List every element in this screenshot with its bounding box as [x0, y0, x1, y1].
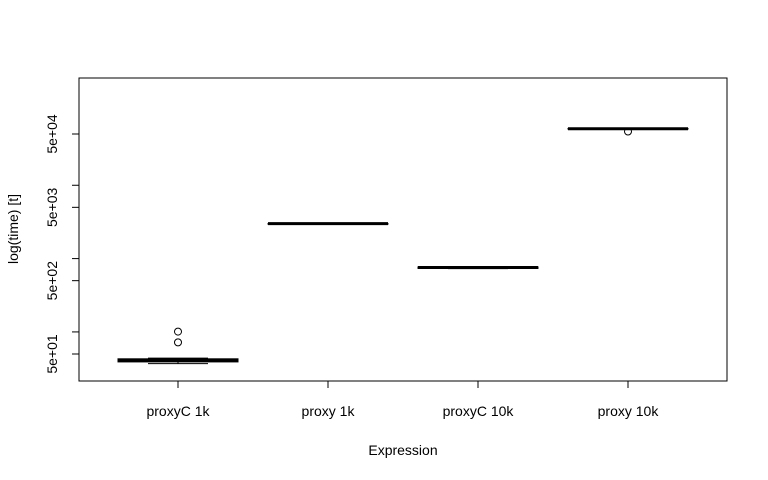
outlier-point	[174, 338, 182, 347]
y-tick-label: 5e+04	[44, 114, 60, 154]
x-tick-label: proxyC 10k	[443, 403, 515, 419]
box-2	[417, 266, 539, 270]
box-0	[117, 327, 239, 365]
x-axis: proxyC 1k proxy 1k proxyC 10k proxy 10k	[146, 380, 660, 419]
y-tick-label: 5e+03	[44, 187, 60, 227]
plot-frame	[78, 77, 728, 382]
boxes-group	[117, 127, 689, 365]
x-tick-label: proxy 10k	[598, 403, 660, 419]
y-axis-label: log(time) [t]	[5, 194, 21, 264]
outlier-point	[174, 327, 182, 336]
box-1	[267, 222, 389, 226]
box-3	[567, 127, 689, 136]
y-axis: 5e+01 5e+02 5e+03 5e+04	[44, 114, 80, 374]
x-tick-label: proxy 1k	[302, 403, 356, 419]
outlier-point	[624, 127, 632, 136]
y-tick-label: 5e+02	[44, 261, 60, 301]
x-tick-label: proxyC 1k	[146, 403, 210, 419]
x-axis-label: Expression	[368, 442, 437, 458]
y-tick-label: 5e+01	[44, 334, 60, 374]
